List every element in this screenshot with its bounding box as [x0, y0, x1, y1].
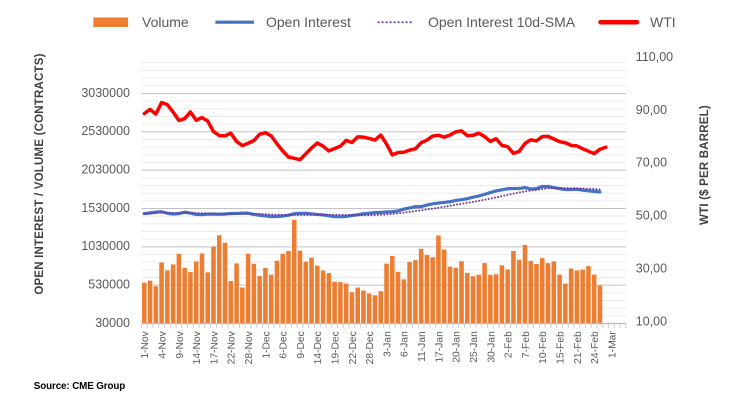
- svg-text:20-Jan: 20-Jan: [452, 331, 463, 363]
- svg-text:9-Nov: 9-Nov: [175, 330, 186, 358]
- svg-text:WTI ($ PER BARREL): WTI ($ PER BARREL): [699, 105, 711, 225]
- svg-text:530000: 530000: [88, 278, 130, 292]
- svg-text:30,00: 30,00: [636, 262, 667, 276]
- svg-text:WTI: WTI: [650, 14, 676, 30]
- svg-text:6-Dec: 6-Dec: [279, 331, 290, 358]
- svg-text:2530000: 2530000: [81, 124, 130, 138]
- svg-text:1-Mar: 1-Mar: [607, 331, 618, 358]
- svg-text:24-Feb: 24-Feb: [590, 331, 601, 364]
- svg-text:17-Jan: 17-Jan: [434, 331, 445, 363]
- svg-text:1530000: 1530000: [81, 201, 130, 215]
- svg-text:21-Feb: 21-Feb: [573, 331, 584, 364]
- svg-text:14-Nov: 14-Nov: [192, 330, 203, 364]
- svg-text:28-Dec: 28-Dec: [365, 331, 376, 364]
- svg-text:11-Jan: 11-Jan: [417, 331, 428, 362]
- svg-text:Open Interest: Open Interest: [266, 14, 351, 30]
- svg-text:Open Interest 10d-SMA: Open Interest 10d-SMA: [428, 14, 576, 30]
- svg-text:1-Nov: 1-Nov: [140, 330, 151, 358]
- svg-text:22-Nov: 22-Nov: [227, 330, 238, 364]
- svg-text:10-Feb: 10-Feb: [538, 331, 549, 364]
- svg-text:14-Dec: 14-Dec: [313, 331, 324, 364]
- svg-text:50,00: 50,00: [636, 209, 667, 223]
- svg-text:7-Feb: 7-Feb: [521, 331, 532, 358]
- svg-text:2-Feb: 2-Feb: [504, 331, 515, 358]
- svg-text:90,00: 90,00: [636, 103, 667, 117]
- svg-text:19-Dec: 19-Dec: [331, 331, 342, 364]
- svg-text:4-Nov: 4-Nov: [157, 330, 168, 358]
- svg-text:9-Dec: 9-Dec: [296, 331, 307, 358]
- svg-text:6-Jan: 6-Jan: [400, 331, 411, 357]
- svg-text:2030000: 2030000: [81, 163, 130, 177]
- svg-text:30-Jan: 30-Jan: [486, 331, 497, 363]
- svg-text:70,00: 70,00: [636, 156, 667, 170]
- svg-text:3-Jan: 3-Jan: [382, 331, 393, 357]
- svg-text:Volume: Volume: [142, 14, 189, 30]
- svg-text:25-Jan: 25-Jan: [469, 331, 480, 363]
- svg-text:1-Dec: 1-Dec: [261, 331, 272, 358]
- svg-text:1030000: 1030000: [81, 239, 130, 253]
- svg-text:17-Nov: 17-Nov: [209, 330, 220, 364]
- svg-text:3030000: 3030000: [81, 86, 130, 100]
- svg-text:30000: 30000: [95, 316, 130, 330]
- svg-text:10,00: 10,00: [636, 314, 667, 328]
- svg-text:22-Dec: 22-Dec: [348, 331, 359, 364]
- svg-text:Source: CME Group: Source: CME Group: [34, 381, 125, 392]
- svg-text:OPEN INTEREST / VOLUME (CONTRA: OPEN INTEREST / VOLUME (CONTRACTS): [34, 53, 46, 294]
- svg-text:28-Nov: 28-Nov: [244, 330, 255, 364]
- svg-text:110,00: 110,00: [636, 50, 673, 64]
- svg-text:15-Feb: 15-Feb: [555, 331, 566, 364]
